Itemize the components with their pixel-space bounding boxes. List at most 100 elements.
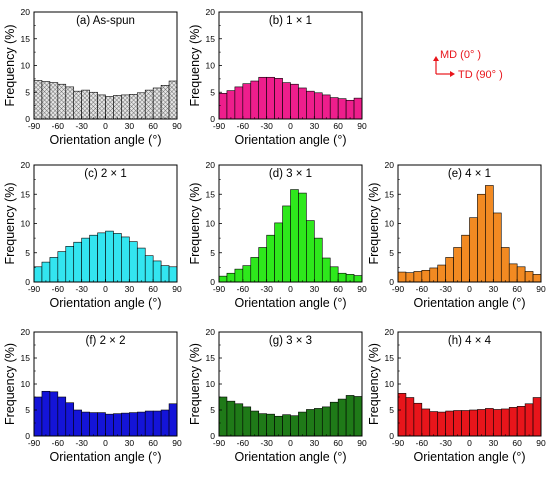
x-axis-title: Orientation angle (°) <box>50 296 162 310</box>
bar <box>33 266 43 283</box>
bar <box>144 255 154 283</box>
bar <box>321 406 331 437</box>
x-tick-label: -90 <box>28 438 41 448</box>
bar <box>298 87 307 120</box>
panel-title: (b) 1 × 1 <box>269 15 312 27</box>
x-tick-label: 30 <box>310 284 320 294</box>
bar <box>306 220 315 283</box>
bar <box>33 396 43 437</box>
y-tick-label: 5 <box>210 405 215 415</box>
bar <box>477 193 486 283</box>
y-tick-label: 10 <box>21 61 31 71</box>
x-tick-label: -30 <box>76 121 89 131</box>
bar <box>218 396 228 437</box>
bar <box>274 415 283 437</box>
bar <box>282 82 291 120</box>
bar <box>516 266 526 283</box>
x-tick-label: 60 <box>148 284 158 294</box>
x-tick-label: 0 <box>288 284 293 294</box>
td-arrow-head <box>450 71 455 77</box>
y-tick-label: 15 <box>385 189 395 199</box>
bar <box>65 246 75 283</box>
x-tick-label: 60 <box>512 438 522 448</box>
panel-title: (h) 4 × 4 <box>448 335 492 347</box>
bar <box>113 233 122 283</box>
bar <box>57 396 67 437</box>
y-tick-label: 5 <box>25 405 30 415</box>
bar <box>250 257 260 283</box>
bar <box>437 264 446 283</box>
x-tick-label: 60 <box>333 121 343 131</box>
y-tick-label: 20 <box>21 327 31 337</box>
y-tick-label: 15 <box>206 34 216 44</box>
bar <box>421 408 431 437</box>
bar <box>97 412 106 437</box>
bar <box>405 397 415 437</box>
y-axis-title: Frequency (%) <box>3 183 17 265</box>
bar <box>121 412 130 437</box>
bar <box>81 237 90 283</box>
panel-3: -90 -60 -30 0 30 60 90 0 5 10 15 20 (c) 2 × 1 Orienta… <box>3 160 182 310</box>
bar <box>113 413 122 437</box>
td-label: TD (90° ) <box>458 69 503 81</box>
y-tick-label: 20 <box>206 327 216 337</box>
bar <box>168 80 178 120</box>
x-tick-label: -90 <box>213 284 226 294</box>
bar <box>469 217 478 283</box>
bar <box>226 400 236 437</box>
panel-4: -90 -60 -30 0 30 60 90 0 5 10 15 20 (d) 3 × 1 Orienta… <box>188 160 367 310</box>
y-tick-label: 10 <box>385 379 395 389</box>
y-axis-title: Frequency (%) <box>3 25 17 107</box>
bar <box>274 78 283 120</box>
bar <box>89 234 98 283</box>
x-tick-label: 0 <box>103 121 108 131</box>
bar <box>493 409 502 437</box>
bar <box>353 396 363 437</box>
bar <box>345 99 355 120</box>
y-tick-label: 0 <box>210 114 215 124</box>
bar <box>485 408 494 437</box>
y-axis-title: Frequency (%) <box>367 183 381 265</box>
bar <box>453 247 462 283</box>
bar <box>413 271 423 283</box>
bar <box>461 234 470 283</box>
bar <box>337 98 347 120</box>
bar <box>57 83 67 120</box>
x-axis-title: Orientation angle (°) <box>50 450 162 464</box>
x-tick-label: 0 <box>288 438 293 448</box>
x-tick-label: -30 <box>76 438 89 448</box>
bar <box>337 272 347 283</box>
bar <box>282 414 291 437</box>
bar <box>314 92 323 120</box>
x-tick-label: -90 <box>213 121 226 131</box>
x-tick-label: -90 <box>392 284 405 294</box>
bar <box>121 94 130 120</box>
y-tick-label: 5 <box>210 248 215 258</box>
x-tick-label: 90 <box>536 438 546 448</box>
bar <box>250 410 260 437</box>
bar <box>57 251 67 283</box>
bar <box>242 83 252 120</box>
bar <box>266 413 275 437</box>
bar <box>234 86 244 120</box>
bar <box>41 390 51 437</box>
bar <box>329 401 339 437</box>
y-tick-label: 20 <box>385 160 395 170</box>
bar <box>234 268 244 283</box>
panel-7: -90 -60 -30 0 30 60 90 0 5 10 15 20 (g) 3 × 3 Orienta… <box>188 327 367 464</box>
bar <box>508 407 518 437</box>
bar <box>266 76 275 120</box>
bar <box>105 96 114 120</box>
x-tick-label: 0 <box>467 284 472 294</box>
x-tick-label: 90 <box>357 438 367 448</box>
y-tick-label: 10 <box>206 61 216 71</box>
bar <box>242 265 252 283</box>
x-tick-label: 90 <box>357 284 367 294</box>
bar <box>160 85 170 120</box>
bar <box>49 82 59 120</box>
bar <box>105 413 114 437</box>
bar <box>218 275 228 283</box>
x-tick-label: -60 <box>52 438 65 448</box>
y-tick-label: 10 <box>385 219 395 229</box>
bar <box>218 93 228 120</box>
